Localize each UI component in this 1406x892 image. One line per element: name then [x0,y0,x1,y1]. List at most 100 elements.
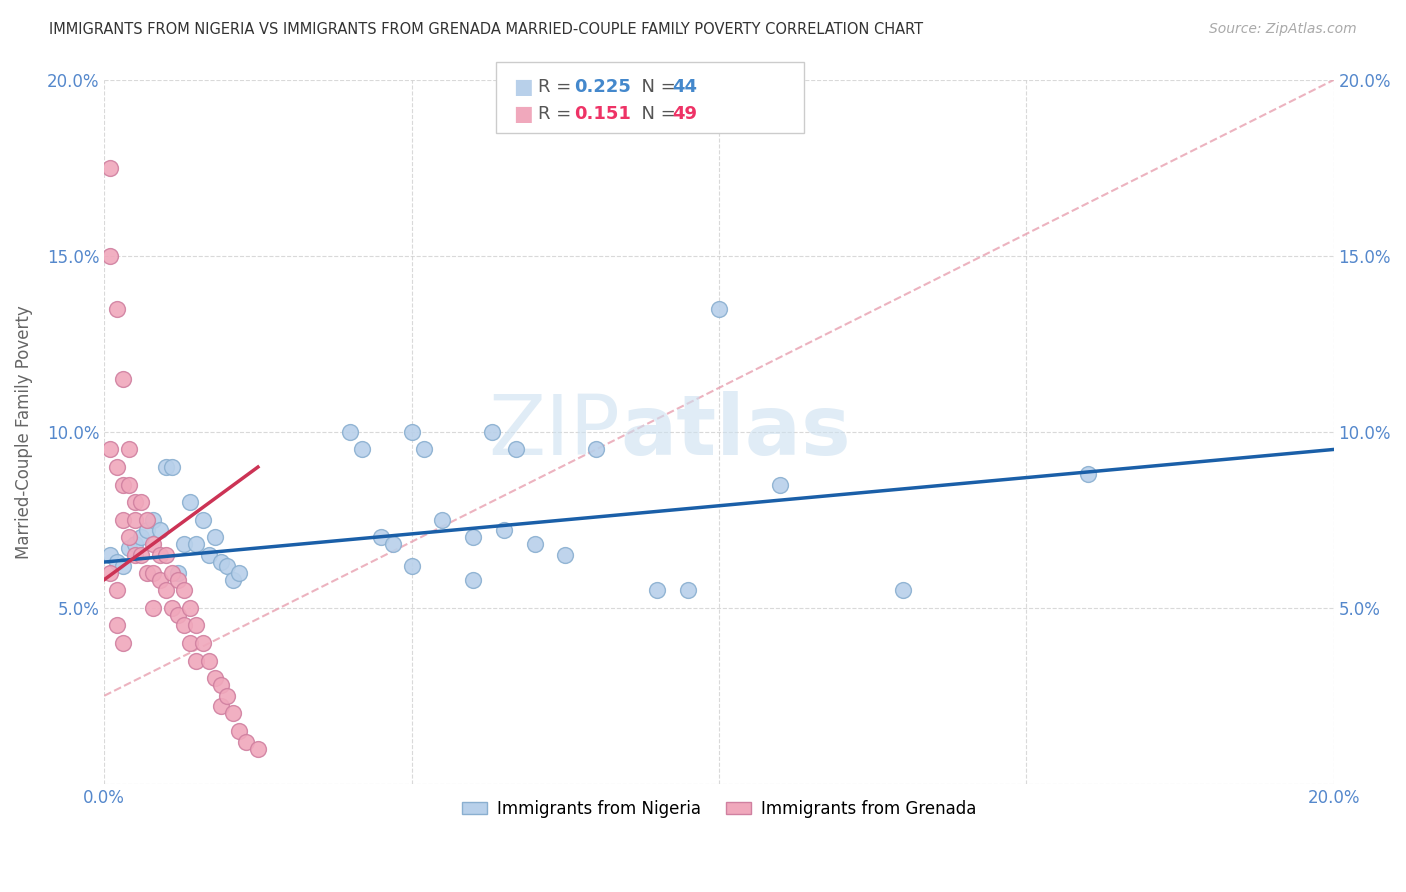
Point [209,678,232,692]
Point [167,566,190,580]
Point [111,477,134,491]
Point [370,530,392,544]
Point [111,636,134,650]
Point [155,583,177,598]
Point [111,558,134,573]
Text: IMMIGRANTS FROM NIGERIA VS IMMIGRANTS FROM GRENADA MARRIED-COUPLE FAMILY POVERTY: IMMIGRANTS FROM NIGERIA VS IMMIGRANTS FR… [49,22,924,37]
Point [105,555,128,569]
Point [167,607,190,622]
Point [105,460,128,475]
Point [111,372,134,386]
Point [222,573,245,587]
Point [891,583,914,598]
Point [228,723,250,738]
Point [100,161,122,175]
Y-axis label: Married-Couple Family Poverty: Married-Couple Family Poverty [15,305,32,558]
Point [352,442,374,457]
Text: 44: 44 [672,78,697,95]
Point [554,548,576,562]
Point [339,425,361,439]
Point [160,566,183,580]
Point [167,573,190,587]
Legend: Immigrants from Nigeria, Immigrants from Grenada: Immigrants from Nigeria, Immigrants from… [456,793,983,825]
Point [401,558,423,573]
Point [111,513,134,527]
Point [209,555,232,569]
Point [129,548,152,562]
Text: ■: ■ [513,104,533,124]
Point [186,654,208,668]
Point [100,442,122,457]
Point [1077,467,1099,481]
Point [124,513,146,527]
Point [204,530,226,544]
Point [118,477,141,491]
Text: Source: ZipAtlas.com: Source: ZipAtlas.com [1209,22,1357,37]
Point [124,548,146,562]
Point [124,495,146,509]
Point [191,513,214,527]
Point [492,524,515,538]
Point [142,600,165,615]
Point [186,537,208,551]
Point [124,537,146,551]
Point [179,495,201,509]
Point [186,618,208,632]
Point [105,618,128,632]
Point [585,442,607,457]
Point [481,425,503,439]
Point [382,537,405,551]
Point [432,513,454,527]
Point [173,618,195,632]
Point [142,537,165,551]
Point [136,513,159,527]
Point [209,699,232,714]
Point [100,548,122,562]
Point [105,301,128,316]
Point [105,583,128,598]
Point [412,442,434,457]
Point [217,689,239,703]
Point [197,654,219,668]
Point [136,566,159,580]
Text: R =: R = [538,105,583,123]
Point [197,548,219,562]
Point [246,741,269,756]
Point [100,566,122,580]
Text: atlas: atlas [620,392,852,473]
Point [179,600,201,615]
Point [647,583,669,598]
Point [235,734,257,748]
Point [401,425,423,439]
Point [707,301,730,316]
Point [676,583,699,598]
Point [142,566,165,580]
Point [217,558,239,573]
Point [148,573,170,587]
Point [173,583,195,598]
Text: ZIP: ZIP [489,392,620,473]
Point [191,636,214,650]
Point [222,706,245,721]
Point [173,537,195,551]
Point [118,530,141,544]
Point [179,636,201,650]
Point [160,600,183,615]
Point [118,442,141,457]
Text: 0.151: 0.151 [574,105,630,123]
Text: N =: N = [630,78,682,95]
Point [148,548,170,562]
Point [160,460,183,475]
Text: R =: R = [538,78,578,95]
Point [100,249,122,263]
Point [523,537,546,551]
Point [155,548,177,562]
Point [461,530,484,544]
Point [136,524,159,538]
Text: ■: ■ [513,77,533,96]
Point [769,477,792,491]
Text: N =: N = [630,105,682,123]
Text: 0.225: 0.225 [574,78,630,95]
Point [142,513,165,527]
Point [129,530,152,544]
